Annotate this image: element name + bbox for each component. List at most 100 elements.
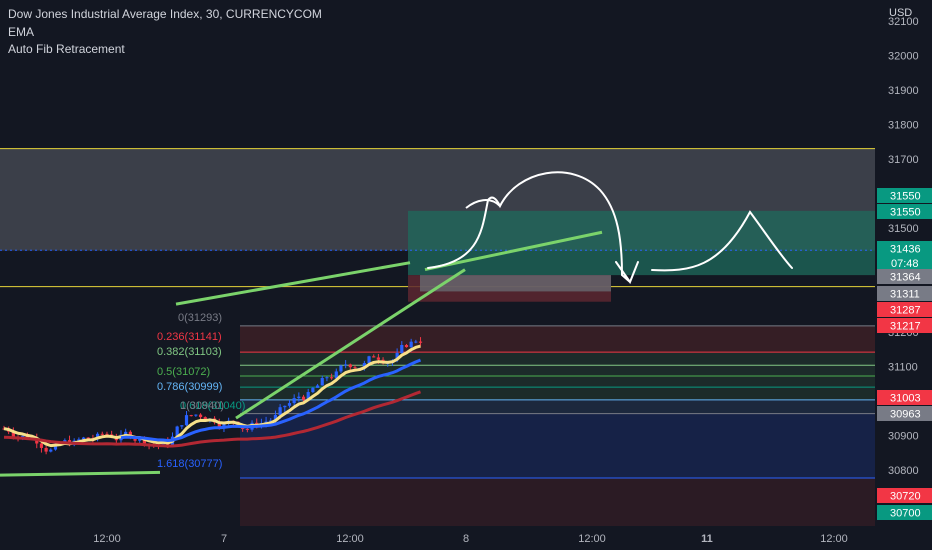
candle [292, 394, 296, 406]
candle-body [297, 396, 301, 399]
price-label-bg [877, 406, 932, 421]
candle-body [306, 392, 310, 400]
legend-title: Dow Jones Industrial Average Index, 30, … [8, 7, 322, 21]
candle-body [301, 396, 306, 400]
price-tick-label: 32000 [888, 50, 919, 62]
candle [418, 337, 423, 346]
price-label: 31003 [877, 390, 932, 405]
price-label-bg [877, 318, 932, 333]
price-tick-label: 32100 [888, 16, 919, 28]
candle-body [100, 433, 104, 435]
time-tick-label: 8 [463, 533, 469, 545]
candle-body [77, 439, 81, 441]
price-label-text: 31550 [890, 207, 921, 219]
currency-label: USD [889, 7, 912, 19]
candle-body [400, 344, 404, 353]
candle [400, 341, 404, 355]
price-label-text: 31550 [890, 191, 921, 203]
price-label-text: 31287 [890, 305, 921, 317]
price-tick-label: 31100 [888, 361, 918, 373]
candle-body [320, 378, 324, 386]
candle-body [39, 443, 44, 448]
support-trendline [0, 470, 161, 477]
fib-label: 0(31293) [178, 312, 222, 324]
price-tick-label: 31500 [888, 223, 919, 235]
price-label-bg [877, 188, 932, 203]
time-tick-label: 12:00 [93, 533, 121, 545]
candle-body [245, 428, 249, 430]
candle [372, 354, 376, 358]
candle-body [348, 364, 352, 368]
candle-body [325, 377, 329, 379]
price-label-bg [877, 269, 932, 284]
breakout-trendline [424, 230, 603, 272]
fib-zone-1 [240, 325, 875, 353]
fib-label: 1.618(30777) [157, 458, 222, 470]
candle [283, 405, 287, 412]
price-label: 31364 [877, 269, 932, 284]
time-tick-label: 12:00 [336, 533, 364, 545]
price-label-text: 30963 [890, 409, 921, 421]
price-label-text: 31436 [890, 244, 921, 256]
price-label-bg [877, 390, 932, 405]
fib-label: 0.236(31141) [157, 331, 222, 343]
price-label-text: 31217 [890, 321, 921, 333]
candle-body [353, 367, 357, 369]
candle-body [11, 431, 15, 437]
candle-body [292, 398, 296, 404]
candle-body [311, 387, 315, 393]
candle-body [81, 437, 86, 440]
candle-body [198, 414, 203, 418]
candle-body [203, 417, 207, 421]
hand-drawn-hook [465, 199, 501, 209]
legend-auto-fib[interactable]: Auto Fib Retracement [8, 42, 125, 56]
candle-body [376, 357, 380, 360]
price-label-text: 31311 [890, 289, 920, 301]
price-label-bg [877, 302, 932, 317]
candle [175, 425, 179, 437]
candle-body [344, 364, 348, 366]
chart-legend: Dow Jones Industrial Average Index, 30, … [8, 6, 322, 59]
ema-mid-line [120, 358, 422, 442]
price-label-bg [877, 505, 932, 520]
ema-slow-line [3, 390, 422, 448]
candle-body [414, 341, 418, 343]
price-label-text: 31003 [890, 393, 921, 405]
candle [86, 437, 90, 439]
price-label: 31436 07:48 [877, 241, 932, 271]
candle-body [287, 403, 292, 406]
candle [49, 448, 53, 453]
fib-label: 0.5(31072) [157, 366, 210, 378]
price-label-text: 31364 [890, 272, 921, 284]
channel-trendline-lower [235, 268, 466, 420]
price-tick-label: 30800 [888, 465, 919, 477]
legend-ema[interactable]: EMA [8, 24, 35, 39]
candle-body [315, 385, 320, 388]
candle [339, 364, 343, 374]
hand-drawn-projection [427, 171, 793, 285]
price-label-bg [877, 241, 932, 271]
candle-body [105, 433, 109, 435]
candle-body [180, 425, 184, 427]
price-label: 31550 [877, 204, 932, 219]
time-axis-bg [0, 526, 875, 550]
candle [301, 394, 306, 403]
fib-zone-4 [240, 413, 875, 478]
price-label: 30720 [877, 488, 932, 503]
candle-body [138, 437, 142, 441]
candle [44, 445, 48, 455]
candle-body [418, 341, 423, 343]
candle [330, 373, 334, 380]
candle-body [184, 415, 189, 426]
price-tick-label: 31900 [888, 85, 919, 97]
price-label-text: 30700 [890, 508, 921, 520]
candle-body [44, 447, 48, 452]
candle [189, 414, 193, 417]
price-label-countdown: 07:48 [891, 258, 919, 270]
candle-body [278, 407, 282, 416]
time-tick-label: 7 [221, 533, 227, 545]
time-tick-label: 12:00 [820, 533, 848, 545]
candle-body [334, 371, 338, 379]
